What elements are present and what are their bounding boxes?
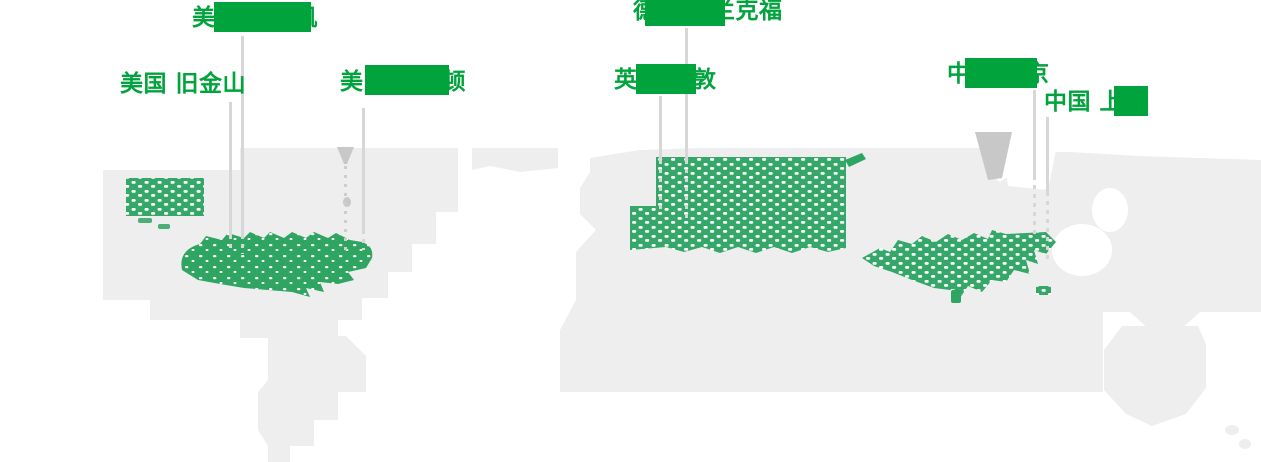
label-china-shanghai: 中国 上海 bbox=[1044, 86, 1148, 116]
label-highlight-block bbox=[636, 64, 696, 94]
region-united-states bbox=[181, 232, 373, 297]
new-zealand-island bbox=[1239, 439, 1251, 449]
label-highlight-block bbox=[365, 65, 449, 95]
label-uk-london: 英国 伦敦 bbox=[614, 64, 717, 94]
label-highlight-block bbox=[1114, 86, 1148, 116]
label-highlight-block bbox=[214, 2, 311, 32]
region-alaska-fragment bbox=[138, 218, 152, 223]
region-alaska bbox=[126, 178, 204, 216]
new-zealand-island bbox=[1225, 425, 1239, 435]
label-china-beijing: 中国 北京 bbox=[947, 58, 1050, 88]
okhotsk-sea-gap bbox=[1000, 130, 1060, 190]
greenland-landmass bbox=[472, 148, 558, 172]
sea-of-japan-gap bbox=[1052, 224, 1112, 276]
label-germany-frankfurt: 德国 法兰克福 bbox=[633, 0, 783, 26]
region-china-tail bbox=[951, 290, 961, 303]
map-pin-icon bbox=[337, 147, 354, 164]
indonesia-island bbox=[1048, 316, 1068, 324]
south-america-landmass bbox=[258, 336, 366, 462]
label-highlight-block bbox=[965, 58, 1037, 88]
region-china bbox=[862, 230, 1056, 298]
label-usa-washington: 美国 华盛顿 bbox=[340, 65, 466, 96]
region-alaska-fragment bbox=[158, 224, 170, 229]
region-china-island bbox=[1036, 286, 1051, 295]
indonesia-island bbox=[958, 316, 984, 325]
label-usa-sanfrancisco: 美国 旧金山 bbox=[120, 70, 246, 98]
sea-of-japan-gap bbox=[1092, 188, 1128, 232]
region-europe-arm bbox=[845, 153, 866, 167]
label-highlight-block bbox=[645, 0, 725, 26]
region-europe bbox=[630, 157, 846, 253]
label-usa-losangeles: 美国 洛杉矶 bbox=[192, 2, 318, 32]
label-text: 美国 旧金山 bbox=[120, 71, 247, 97]
kamchatka-peninsula bbox=[975, 132, 1012, 180]
australia-landmass bbox=[1104, 326, 1206, 426]
indonesia-island bbox=[1000, 324, 1034, 333]
